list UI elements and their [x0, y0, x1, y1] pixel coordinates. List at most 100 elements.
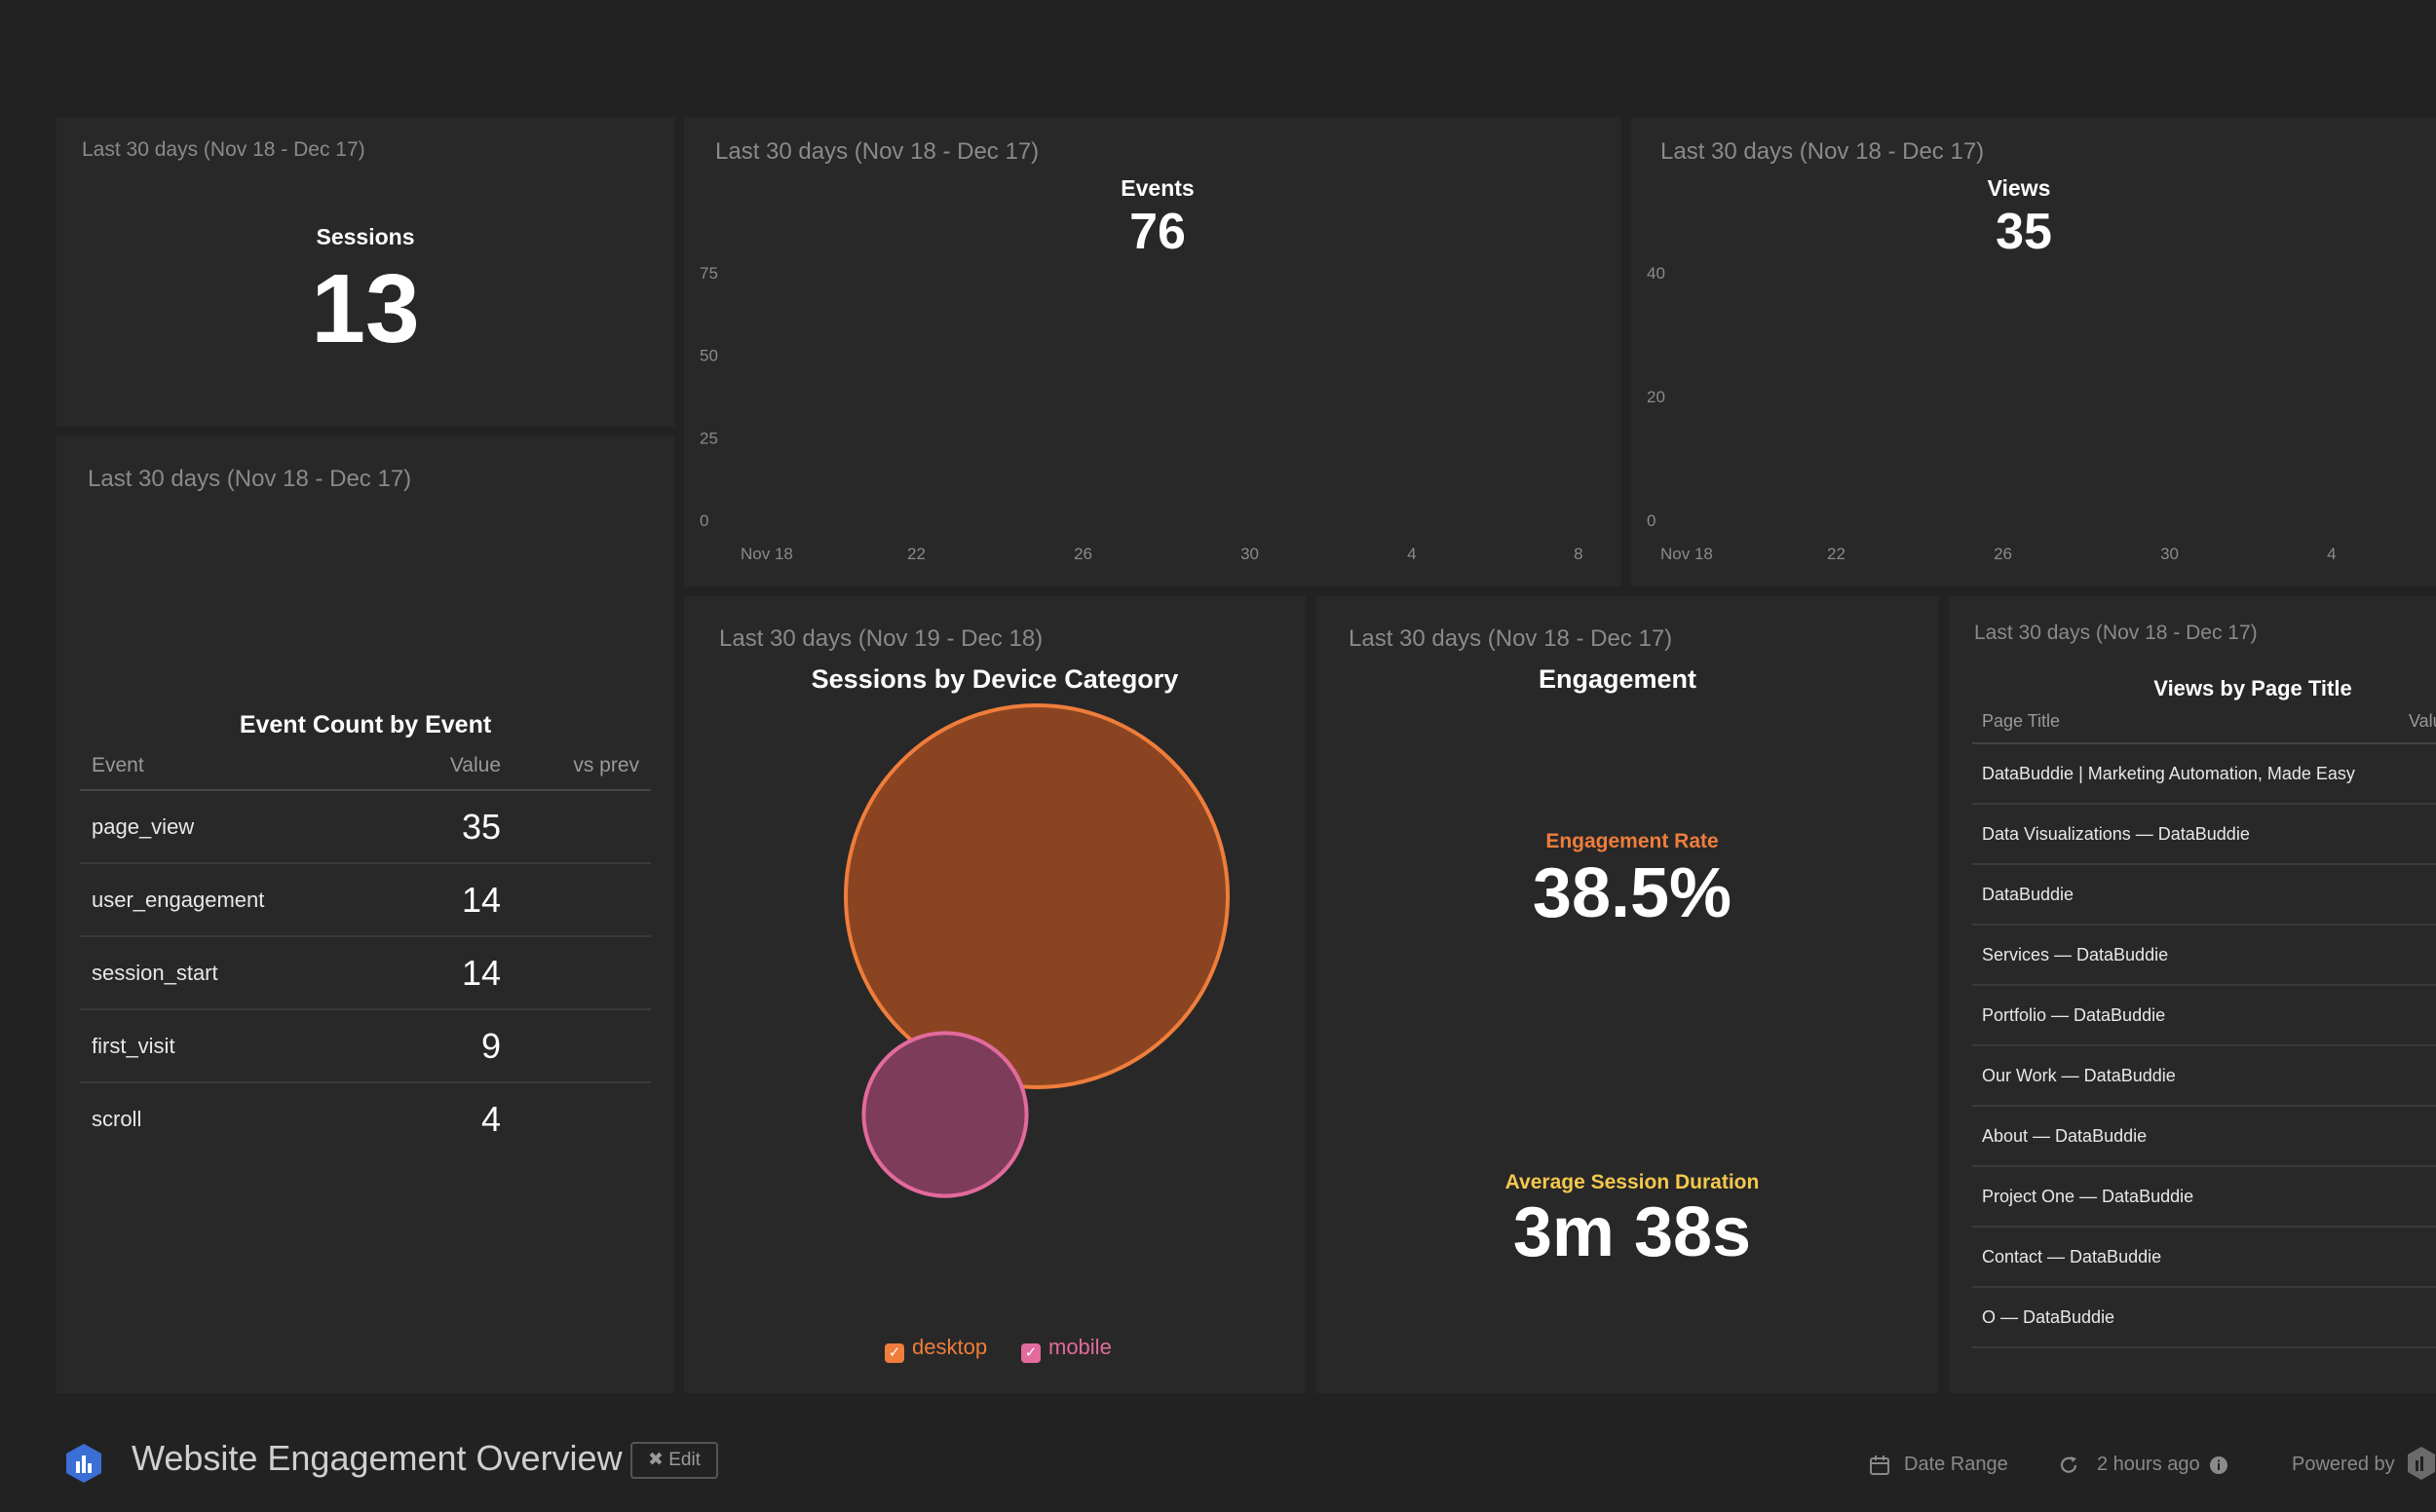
event-count-tile: Last 30 days (Nov 18 - Dec 17) Event Cou…	[57, 436, 674, 1393]
engagement-tile: Last 30 days (Nov 18 - Dec 17) Engagemen…	[1315, 596, 1939, 1393]
y-tick-label: 40	[1647, 264, 1665, 283]
device-tile: Last 30 days (Nov 19 - Dec 18) Sessions …	[684, 596, 1306, 1393]
event-name: session_start	[92, 961, 218, 985]
column-header-value[interactable]: Valu	[2409, 711, 2436, 731]
table-row: About — DataBuddie3	[1972, 1107, 2436, 1167]
x-tick-label: 26	[1074, 545, 1092, 563]
last-updated-text: 2 hours ago	[2097, 1454, 2200, 1475]
events-value: 76	[1129, 204, 1186, 260]
x-tick-label: 30	[1240, 545, 1259, 563]
device-date-range: Last 30 days (Nov 19 - Dec 18)	[719, 625, 1044, 652]
events-date-range: Last 30 days (Nov 18 - Dec 17)	[715, 138, 1040, 165]
table-row: Data Visualizations — DataBuddie!	[1972, 805, 2436, 865]
sessions-tile: Last 30 days (Nov 18 - Dec 17) Sessions …	[57, 117, 674, 427]
events-tile: Last 30 days (Nov 18 - Dec 17) Events 76…	[684, 117, 1621, 586]
edit-button[interactable]: ✖ Edit	[630, 1442, 718, 1479]
views-value: 35	[1996, 204, 2052, 260]
events-title: Events	[1121, 175, 1195, 201]
page-title-name: O — DataBuddie	[1982, 1307, 2115, 1327]
bubble-desktop	[844, 703, 1230, 1089]
table-row: user_engagement 14	[80, 864, 651, 937]
table-row: Contact — DataBuddie1	[1972, 1228, 2436, 1288]
page-title-name: Project One — DataBuddie	[1982, 1187, 2194, 1206]
event-name: page_view	[92, 814, 195, 839]
legend-item-mobile[interactable]: ✓ mobile	[1021, 1335, 1112, 1363]
checkbox-checked-icon: ✓	[885, 1343, 904, 1363]
x-tick-label: 22	[1827, 545, 1846, 563]
event-count-table: Event Value vs prev page_view 35 user_en…	[80, 748, 651, 1154]
page-title-name: Our Work — DataBuddie	[1982, 1066, 2176, 1085]
table-row: first_visit 9	[80, 1010, 651, 1083]
table-row: page_view 35	[80, 791, 651, 864]
event-value: 14	[461, 953, 501, 993]
engagement-rate-label: Engagement Rate	[1545, 830, 1719, 852]
y-tick-label: 75	[700, 264, 718, 283]
table-header: Event Value vs prev	[80, 748, 651, 791]
event-count-title: Event Count by Event	[239, 711, 492, 738]
page-title-tile: Last 30 days (Nov 18 - Dec 17) Views by …	[1949, 596, 2436, 1393]
page-title-date-range: Last 30 days (Nov 18 - Dec 17)	[1974, 622, 2258, 644]
page-title-name: DataBuddie | Marketing Automation, Made …	[1982, 764, 2355, 783]
page-title-title: Views by Page Title	[2153, 676, 2352, 700]
avg-session-duration-value: 3m 38s	[1512, 1193, 1752, 1271]
views-tile: Last 30 days (Nov 18 - Dec 17) Views 35 …	[1631, 117, 2436, 586]
x-tick-label: 4	[2327, 545, 2336, 563]
calendar-icon	[1870, 1455, 1889, 1475]
page-title-name: DataBuddie	[1982, 885, 2074, 904]
table-row: Portfolio — DataBuddie4	[1972, 986, 2436, 1046]
table-row: Project One — DataBuddie2	[1972, 1167, 2436, 1228]
engagement-rate-value: 38.5%	[1532, 854, 1732, 932]
legend-label-mobile: mobile	[1048, 1335, 1112, 1359]
powered-by-text: Powered by	[2292, 1454, 2395, 1475]
page-title-name: Portfolio — DataBuddie	[1982, 1005, 2166, 1025]
avg-session-duration-label: Average Session Duration	[1504, 1171, 1760, 1193]
table-row: DataBuddie!	[1972, 865, 2436, 926]
x-tick-label: 26	[1994, 545, 2012, 563]
sessions-value: 13	[311, 254, 420, 363]
legend-item-desktop[interactable]: ✓ desktop	[885, 1335, 987, 1363]
page-title-name: About — DataBuddie	[1982, 1126, 2148, 1146]
dashboard-logo-icon	[66, 1444, 101, 1483]
table-row: O — DataBuddie1	[1972, 1288, 2436, 1348]
edit-icon: ✖	[648, 1450, 664, 1470]
date-range-button[interactable]: Date Range	[1904, 1454, 2008, 1475]
checkbox-checked-icon: ✓	[1021, 1343, 1041, 1363]
event-count-date-range: Last 30 days (Nov 18 - Dec 17)	[88, 466, 412, 492]
sessions-title: Sessions	[316, 224, 415, 249]
y-tick-label: 0	[1647, 511, 1656, 530]
dashboard-footer: Website Engagement Overview ✖ Edit Date …	[0, 1403, 2436, 1512]
event-value: 4	[480, 1099, 501, 1139]
page-title-table: Page Title Valu DataBuddie | Marketing A…	[1972, 703, 2436, 1348]
x-tick-label: 4	[1407, 545, 1416, 563]
x-tick-label: 30	[2160, 545, 2179, 563]
refresh-icon[interactable]	[2058, 1455, 2079, 1476]
y-tick-label: 20	[1647, 388, 1665, 406]
column-header-value[interactable]: Value	[449, 754, 501, 776]
column-header-vs-prev[interactable]: vs prev	[573, 754, 639, 776]
x-tick-label: Nov 18	[741, 545, 793, 563]
page-title-name: Contact — DataBuddie	[1982, 1247, 2162, 1266]
sessions-date-range: Last 30 days (Nov 18 - Dec 17)	[82, 138, 365, 161]
column-header-event[interactable]: Event	[92, 754, 144, 776]
legend-label-desktop: desktop	[912, 1335, 988, 1359]
x-tick-label: Nov 18	[1660, 545, 1713, 563]
table-row: session_start 14	[80, 937, 651, 1010]
engagement-title: Engagement	[1538, 664, 1697, 694]
powered-by-logo-icon	[2408, 1447, 2435, 1480]
y-tick-label: 0	[700, 511, 708, 530]
table-header: Page Title Valu	[1972, 703, 2436, 744]
table-row: Services — DataBuddie!	[1972, 926, 2436, 986]
info-icon[interactable]	[2208, 1455, 2229, 1476]
table-row: DataBuddie | Marketing Automation, Made …	[1972, 744, 2436, 805]
bubble-mobile	[861, 1031, 1029, 1198]
edit-label: Edit	[668, 1450, 701, 1470]
column-header-page-title[interactable]: Page Title	[1982, 711, 2061, 731]
x-tick-label: 8	[1574, 545, 1582, 563]
table-row: Our Work — DataBuddie3	[1972, 1046, 2436, 1107]
event-value: 14	[461, 880, 501, 920]
table-row: scroll 4	[80, 1083, 651, 1154]
y-tick-label: 25	[700, 429, 718, 447]
views-date-range: Last 30 days (Nov 18 - Dec 17)	[1660, 138, 1985, 165]
event-value: 9	[480, 1026, 501, 1066]
